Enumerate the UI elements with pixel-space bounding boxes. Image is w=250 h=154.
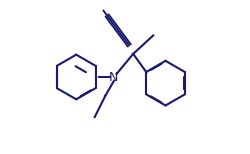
Text: N: N	[108, 71, 118, 83]
